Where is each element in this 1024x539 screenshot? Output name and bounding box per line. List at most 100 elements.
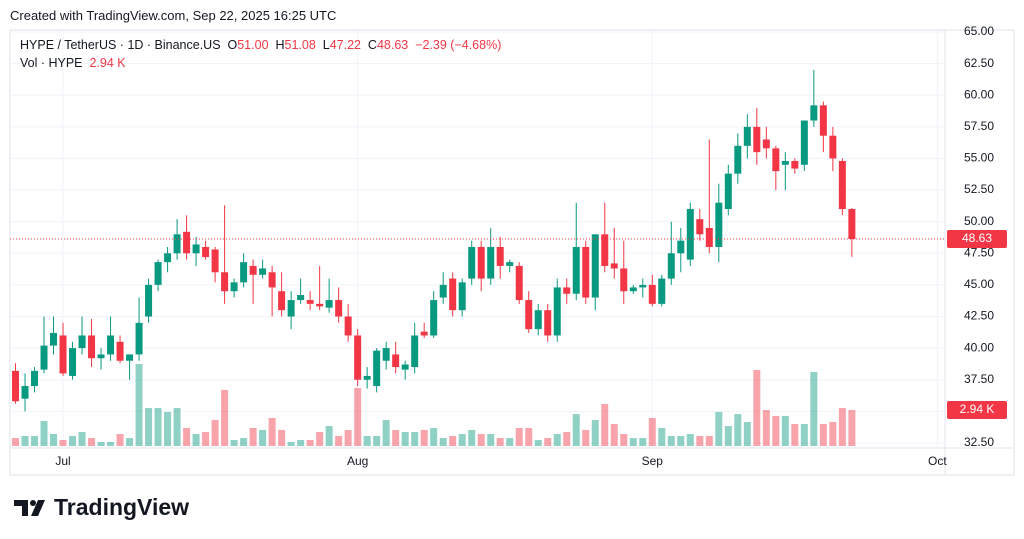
candle-body: [734, 145, 742, 174]
candle-body: [439, 284, 447, 298]
volume-bar: [620, 434, 628, 446]
candle-body: [819, 105, 827, 136]
volume-bar: [135, 363, 143, 446]
volume-bar: [582, 429, 590, 446]
change: −2.39 (−4.68%): [415, 38, 502, 52]
last-price-label: 48.63: [962, 231, 992, 245]
candle-body: [420, 331, 428, 336]
candle-body: [791, 160, 799, 169]
candle-body: [449, 278, 457, 311]
volume-bar: [382, 420, 390, 446]
y-tick-label: 62.50: [964, 56, 994, 70]
h-label: H: [275, 38, 285, 52]
o-label: O: [227, 38, 238, 52]
volume-bar: [154, 408, 162, 446]
candle-body: [12, 370, 20, 402]
legend-volume: Vol · HYPE 2.94 K: [20, 56, 126, 70]
candle-body: [667, 253, 675, 279]
volume-bar: [145, 408, 153, 446]
candle-body: [297, 295, 305, 301]
y-tick-label: 55.00: [964, 151, 994, 165]
volume-bar: [829, 422, 837, 446]
volume-bar: [31, 435, 39, 446]
candle-body: [582, 246, 590, 298]
volume-bar: [69, 435, 77, 446]
candle-body: [838, 160, 846, 210]
volume-bar: [819, 423, 827, 446]
y-tick-label: 60.00: [964, 87, 994, 101]
volume-bar: [772, 416, 780, 446]
candle-body: [382, 348, 390, 361]
candle-body: [230, 282, 238, 292]
volume-bar: [183, 428, 191, 446]
y-tick-label: 32.50: [964, 435, 994, 449]
volume-bar: [800, 423, 808, 446]
candle-body: [116, 341, 124, 361]
candle-body: [392, 354, 400, 368]
volume-bar: [240, 438, 248, 446]
candle-body: [810, 105, 818, 121]
candle-body: [762, 139, 770, 149]
candle-body: [50, 332, 58, 346]
candle-body: [829, 135, 837, 159]
volume-bar: [221, 389, 229, 446]
candle-body: [629, 287, 637, 292]
volume-bar: [677, 435, 685, 446]
volume-bar: [458, 434, 466, 446]
volume-bar: [230, 440, 238, 446]
volume-bar: [164, 411, 172, 446]
candle-body: [639, 284, 647, 288]
candle-body: [848, 209, 856, 239]
candle-body: [515, 265, 523, 301]
y-tick-label: 50.00: [964, 214, 994, 228]
candle-body: [401, 364, 409, 370]
volume-bar: [696, 435, 704, 446]
volume-bar: [705, 435, 713, 446]
volume-bar: [838, 408, 846, 446]
candle-body: [534, 310, 542, 330]
volume-bar: [686, 434, 694, 446]
candle-body: [677, 240, 685, 254]
candle-body: [487, 246, 495, 279]
volume-bar: [591, 420, 599, 446]
x-tick-label: Oct: [928, 454, 947, 468]
symbol: HYPE / TetherUS · 1D · Binance.US: [20, 38, 221, 52]
volume-bar: [610, 423, 618, 446]
volume-bar: [601, 404, 609, 446]
candle-body: [430, 300, 438, 336]
volume-bar: [211, 420, 219, 446]
candle-body: [69, 348, 77, 376]
volume-bar: [791, 423, 799, 446]
candle-body: [173, 234, 181, 254]
candle-body: [268, 272, 276, 288]
created-note: Created with TradingView.com, Sep 22, 20…: [10, 8, 337, 23]
candle-body: [563, 287, 571, 294]
volume-bar: [12, 438, 20, 446]
candle-body: [164, 253, 172, 263]
volume-bar: [762, 410, 770, 446]
candle-body: [458, 282, 466, 311]
volume-bar: [810, 371, 818, 446]
candle-body: [772, 148, 780, 172]
candle-body: [88, 335, 96, 359]
candle-body: [145, 284, 153, 317]
chart-frame: [9, 29, 1015, 476]
volume-bar: [192, 434, 200, 446]
volume-bar: [325, 426, 333, 446]
vol-label: Vol · HYPE: [20, 56, 83, 70]
volume-bar: [249, 428, 257, 446]
candle-body: [135, 322, 143, 355]
legend-main: HYPE / TetherUS · 1D · Binance.US O51.00…: [20, 38, 501, 52]
volume-bar: [658, 428, 666, 446]
candle-body: [211, 249, 219, 273]
volume-bar: [743, 422, 751, 446]
volume-bar: [363, 435, 371, 446]
volume-bar: [21, 435, 29, 446]
candle-body: [126, 354, 134, 361]
volume-bar: [487, 434, 495, 446]
volume-bar: [268, 417, 276, 446]
volume-bar: [553, 434, 561, 446]
volume-bar: [40, 421, 48, 446]
volume-bar: [316, 432, 324, 446]
y-tick-label: 45.00: [964, 277, 994, 291]
